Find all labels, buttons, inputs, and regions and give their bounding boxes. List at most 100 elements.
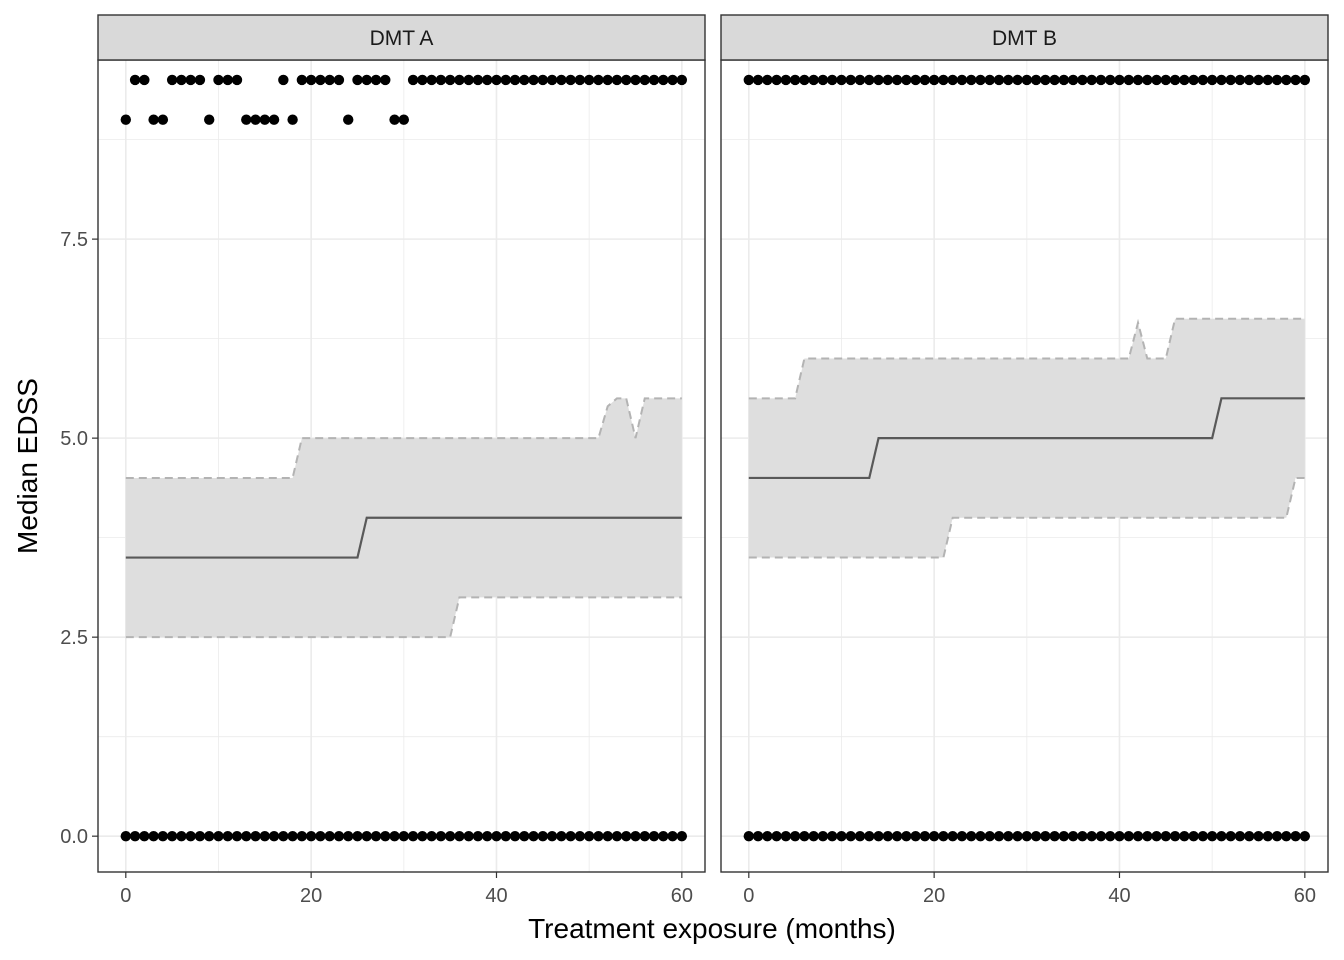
data-point <box>882 830 894 842</box>
data-point <box>658 830 669 842</box>
data-point <box>947 830 958 842</box>
data-point <box>676 74 688 86</box>
data-point <box>426 74 437 86</box>
data-point <box>565 74 576 86</box>
data-point <box>1169 74 1181 86</box>
data-point <box>1142 830 1153 842</box>
data-point <box>268 830 280 842</box>
data-point <box>1281 830 1292 842</box>
data-point <box>1021 74 1033 86</box>
data-point <box>817 74 829 86</box>
data-point <box>658 74 669 86</box>
data-point <box>426 830 437 842</box>
data-point <box>1234 830 1246 842</box>
data-point <box>1281 74 1292 86</box>
data-point <box>993 74 1005 86</box>
data-point <box>789 830 801 842</box>
data-point <box>1216 74 1227 86</box>
data-point <box>873 74 884 86</box>
data-point <box>762 830 773 842</box>
data-point <box>1271 74 1283 86</box>
data-point <box>361 830 372 842</box>
x-tick-label: 0 <box>120 885 131 907</box>
data-point <box>827 830 838 842</box>
data-point <box>1179 830 1190 842</box>
data-point <box>882 74 894 86</box>
data-point <box>324 74 335 86</box>
data-point <box>676 830 688 842</box>
x-tick-label: 40 <box>1108 885 1130 907</box>
data-point <box>1021 830 1033 842</box>
x-tick-label: 20 <box>300 885 322 907</box>
data-point <box>444 74 456 86</box>
data-point <box>1197 830 1209 842</box>
data-point <box>1160 830 1172 842</box>
x-axis-title: Treatment exposure (months) <box>528 913 896 944</box>
data-point <box>1179 74 1190 86</box>
data-point <box>463 830 474 842</box>
data-point <box>827 74 838 86</box>
data-point <box>509 830 521 842</box>
data-point <box>574 74 586 86</box>
data-point <box>1206 74 1218 86</box>
data-point <box>435 74 447 86</box>
data-point <box>1067 830 1079 842</box>
y-tick-label: 2.5 <box>60 627 88 649</box>
data-point <box>389 114 400 125</box>
upper-bound-line <box>125 397 682 479</box>
data-point <box>1003 74 1014 86</box>
data-point <box>611 74 623 86</box>
panels: DMT A 0 20 40 60 0.0 2.5 5.0 7.5 DMT B 0 20 40 60 <box>60 14 1329 907</box>
data-point <box>1123 830 1134 842</box>
data-point <box>204 114 215 125</box>
upper-bound-line <box>748 317 1305 400</box>
data-point <box>1012 74 1023 86</box>
data-point <box>752 74 764 86</box>
data-point <box>583 74 595 86</box>
data-point <box>1086 74 1097 86</box>
lower-bound-line <box>748 476 1305 559</box>
data-point <box>864 830 875 842</box>
data-point <box>148 830 159 842</box>
data-point <box>1132 74 1144 86</box>
data-point <box>836 830 847 842</box>
data-point <box>546 74 558 86</box>
data-point <box>845 74 856 86</box>
data-point <box>500 74 511 86</box>
data-point <box>1049 74 1060 86</box>
data-point <box>148 114 159 125</box>
data-point <box>519 830 530 842</box>
facet-strip <box>720 14 1329 61</box>
data-point <box>398 114 410 125</box>
data-point <box>808 74 819 86</box>
data-point <box>1095 74 1107 86</box>
data-point <box>1003 830 1014 842</box>
data-point <box>956 830 968 842</box>
data-point <box>361 74 372 86</box>
data-point <box>966 74 977 86</box>
data-point <box>975 830 986 842</box>
data-point <box>938 830 949 842</box>
data-point <box>593 830 604 842</box>
data-point <box>1086 830 1097 842</box>
data-point <box>1105 74 1116 86</box>
data-point <box>213 74 224 86</box>
data-point <box>315 74 326 86</box>
data-point <box>278 830 289 842</box>
data-point <box>1030 830 1042 842</box>
data-point <box>602 74 613 86</box>
data-point <box>139 830 150 842</box>
data-point <box>1290 74 1301 86</box>
data-point <box>1151 74 1162 86</box>
data-point <box>1244 830 1255 842</box>
data-point <box>780 74 792 86</box>
x-tick-label: 0 <box>743 885 754 907</box>
data-point <box>630 74 641 86</box>
data-point <box>1225 830 1236 842</box>
data-point <box>222 74 233 86</box>
data-point <box>956 74 968 86</box>
data-point <box>1299 830 1311 842</box>
data-point <box>1058 74 1070 86</box>
data-point <box>901 74 912 86</box>
data-point <box>1040 830 1051 842</box>
